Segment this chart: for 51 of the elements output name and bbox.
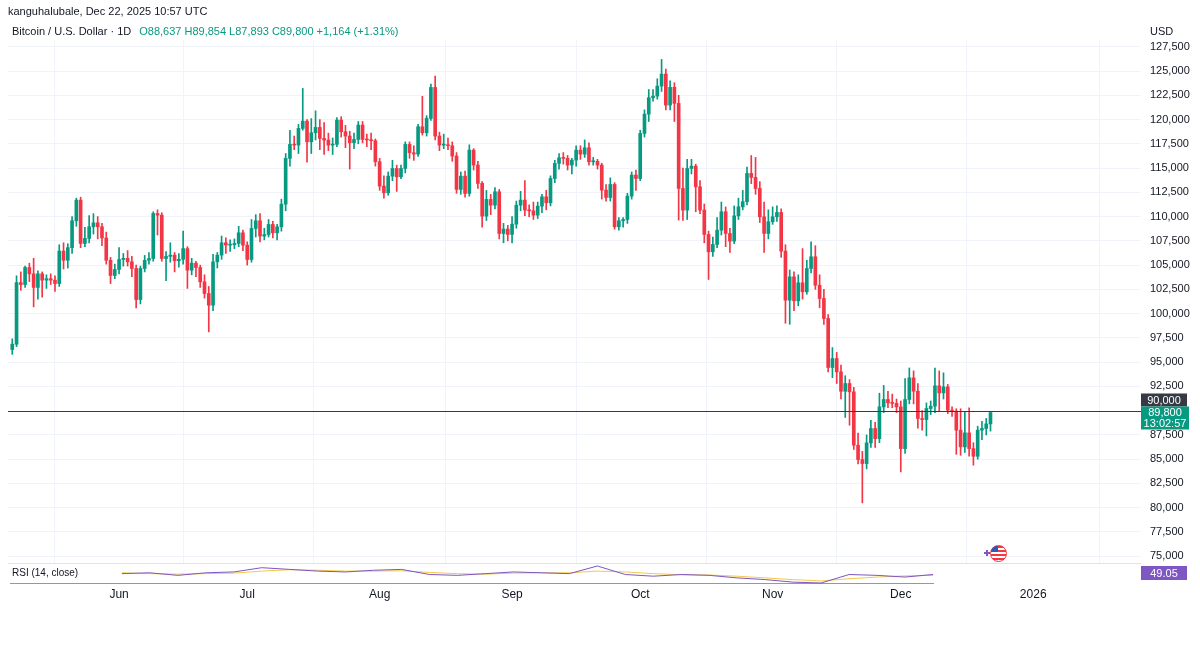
y-axis-title: USD [1150,24,1174,38]
y-tick-label: 75,000 [1150,549,1184,562]
candlestick [591,157,596,166]
chart-title: RSI (14, close) [12,566,79,579]
text: 49.05 [1141,566,1187,580]
y-tick-label: 102,500 [1150,282,1190,295]
chart-subtitle: O88,637 H89,854 L87,893 C89,800 +1,164 (+1.31%) [139,25,399,37]
candlestick [262,227,267,241]
x-tick-label: Sep [501,586,524,601]
y-tick-label: 95,000 [1150,355,1184,368]
y-tick-label: 112,500 [1150,185,1189,198]
y-tick-label: 125,000 [1150,64,1190,77]
x-tick-label: Nov [761,586,784,601]
y-tick-label: 82,500 [1150,476,1184,489]
x-tick-label: Oct [630,586,651,601]
candlestick [224,237,228,254]
candlestick [347,130,352,170]
y-tick-label: 117,500 [1150,136,1189,149]
y-tick-label: 107,500 [1150,233,1190,246]
x-tick-label: 2026 [1019,586,1047,601]
candlestick [890,393,895,409]
y-tick-label: 87,500 [1150,427,1184,440]
y-tick-label: 77,500 [1150,524,1184,537]
y-tick-label: 97,500 [1150,330,1184,343]
candlestick [634,169,638,191]
candlestick [937,370,942,412]
chart-title: Bitcoin / U.S. Dollar · 1D [12,25,132,37]
y-tick-label: 122,500 [1150,88,1190,101]
candlestick [886,390,890,409]
y-tick-label: 100,000 [1150,306,1190,319]
x-tick-label: Jun [109,586,129,601]
candlestick [843,375,848,418]
y-tick-label: 110,000 [1150,209,1189,222]
y-tick-label: 92,500 [1150,379,1184,392]
candlestick [561,152,566,165]
y-tick-label: 115,000 [1150,161,1189,174]
y-tick-label: 105,000 [1150,258,1190,271]
x-tick-label: Dec [890,586,912,601]
y-tick-label: 85,000 [1150,452,1184,465]
y-tick-label: 80,000 [1150,500,1184,513]
candlestick [53,275,57,292]
candlestick [411,145,416,161]
text: 89,800 [1148,405,1182,418]
candlestick [322,122,326,155]
x-tick-label: Jul [239,586,255,601]
text: kanguhalubale, Dec 22, 2025 10:57 UTC [8,4,208,18]
ref-line-label: 90,000 [1147,393,1181,406]
y-tick-label: 127,500 [1150,39,1190,52]
x-tick-label: Aug [368,586,391,601]
candlestick [18,271,23,291]
y-tick-label: 120,000 [1150,112,1190,125]
